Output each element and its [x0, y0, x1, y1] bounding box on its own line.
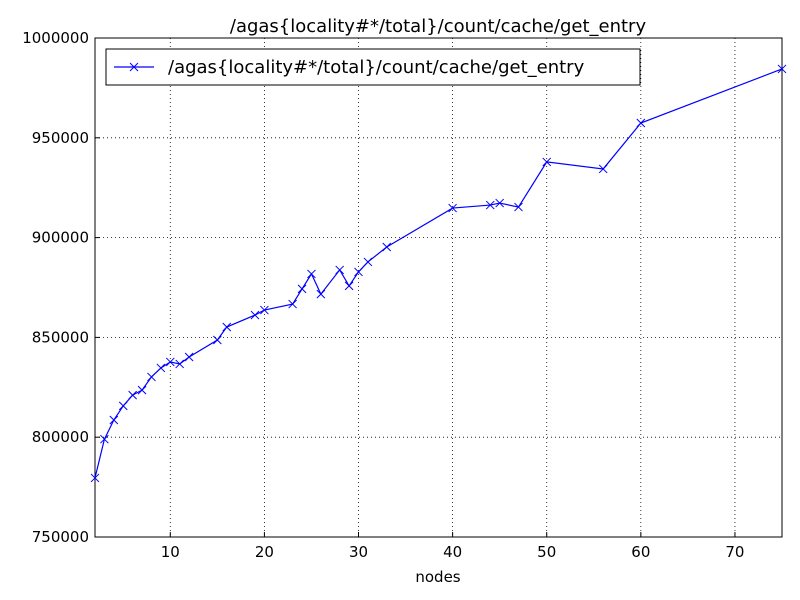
marker	[777, 64, 787, 74]
x-tick-label: 60	[631, 543, 650, 561]
marker	[297, 284, 307, 294]
marker	[129, 62, 139, 72]
marker	[137, 385, 147, 395]
marker	[485, 200, 495, 210]
marker	[354, 267, 363, 277]
marker	[495, 198, 505, 208]
marker	[335, 265, 345, 275]
plot-frame	[94, 37, 783, 538]
y-tick-label: 950000	[32, 129, 89, 147]
y-tick-label: 800000	[32, 428, 89, 446]
marker	[212, 335, 222, 345]
marker	[542, 157, 552, 167]
marker	[382, 242, 392, 252]
marker	[260, 305, 269, 315]
y-tick-label: 1000000	[22, 29, 89, 47]
marker	[128, 390, 137, 400]
legend-label: /agas{locality#*/total}/count/cache/get_…	[168, 57, 585, 78]
marker	[184, 352, 194, 362]
marker	[250, 310, 260, 320]
marker	[363, 257, 373, 267]
marker	[100, 434, 109, 444]
marker	[147, 372, 156, 382]
x-tick-label: 50	[537, 543, 556, 561]
marker	[514, 202, 523, 212]
marker	[288, 299, 297, 309]
y-tick-label: 900000	[32, 229, 89, 247]
x-tick-label: 20	[255, 543, 274, 561]
marker	[165, 357, 175, 367]
marker	[156, 363, 166, 373]
y-tick-label: 750000	[32, 528, 89, 546]
marker	[109, 415, 119, 425]
marker	[344, 281, 354, 291]
marker	[307, 269, 316, 279]
marker	[175, 359, 185, 369]
marker	[90, 473, 100, 483]
x-tick-label: 40	[443, 543, 462, 561]
marker	[448, 203, 457, 213]
x-tick-label: 10	[161, 543, 180, 561]
marker	[598, 164, 608, 174]
y-tick-label: 850000	[32, 328, 89, 346]
x-axis-label: nodes	[415, 568, 460, 586]
marker	[316, 289, 326, 299]
chart-title: /agas{locality#*/total}/count/cache/get_…	[230, 16, 647, 37]
marker	[636, 118, 646, 128]
marker	[118, 401, 128, 411]
x-tick-label: 70	[725, 543, 744, 561]
marker	[222, 322, 232, 332]
legend-box	[105, 48, 641, 86]
x-tick-label: 30	[349, 543, 368, 561]
